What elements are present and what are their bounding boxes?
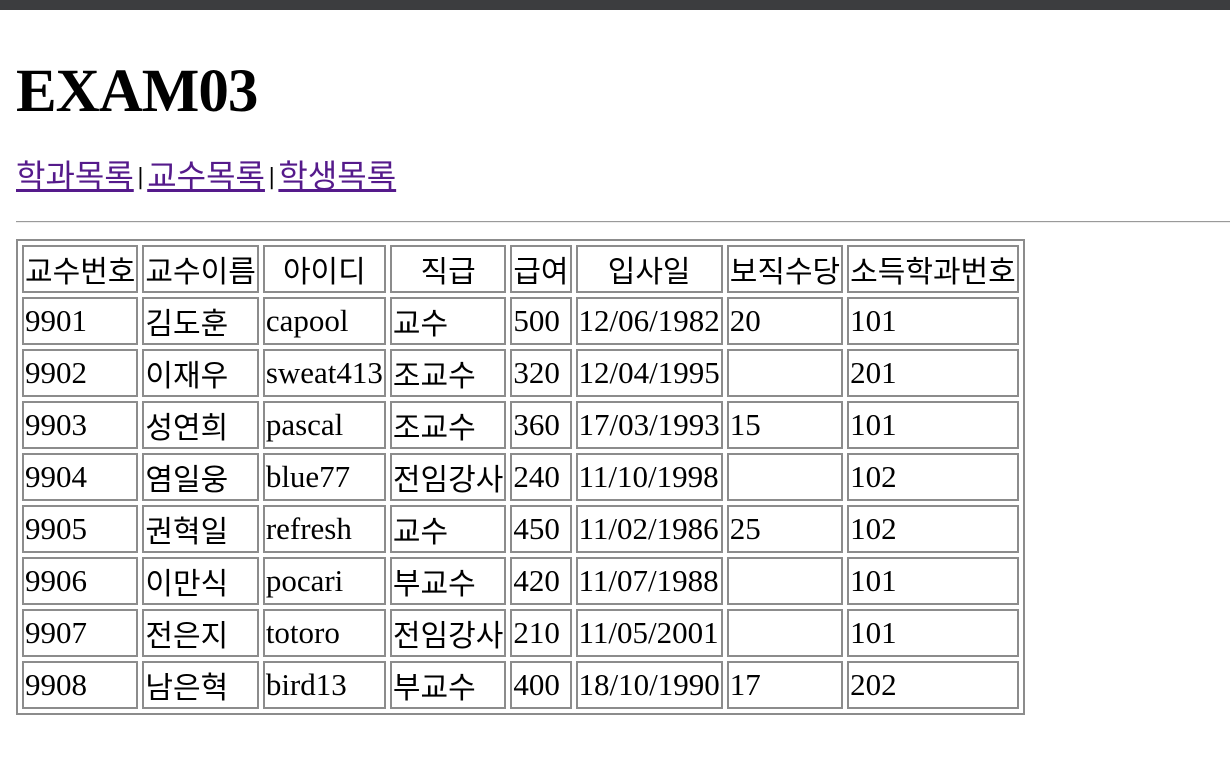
cell-prof-name: 염일웅 xyxy=(142,453,259,501)
col-header-prof-name: 교수이름 xyxy=(142,245,259,293)
cell-hire-date: 17/03/1993 xyxy=(575,401,723,449)
table-row: 9906 이만식 pocari 부교수 420 11/07/1988 101 xyxy=(22,557,1019,605)
table-row: 9908 남은혁 bird13 부교수 400 18/10/1990 17 202 xyxy=(22,661,1019,709)
cell-dept-no: 101 xyxy=(847,297,1019,345)
cell-position: 조교수 xyxy=(389,401,507,449)
col-header-user-id: 아이디 xyxy=(262,245,386,293)
cell-position: 교수 xyxy=(389,297,507,345)
cell-salary: 210 xyxy=(510,609,572,657)
cell-allowance xyxy=(726,557,844,605)
cell-prof-no: 9904 xyxy=(22,453,139,501)
page-title: EXAM03 xyxy=(16,58,258,125)
cell-allowance: 17 xyxy=(726,661,844,709)
cell-salary: 240 xyxy=(510,453,572,501)
cell-allowance xyxy=(726,349,844,397)
nav-link-professors[interactable]: 교수목록 xyxy=(147,157,265,195)
cell-position: 교수 xyxy=(389,505,507,553)
cell-dept-no: 202 xyxy=(847,661,1019,709)
cell-prof-no: 9906 xyxy=(22,557,139,605)
cell-position: 부교수 xyxy=(389,557,507,605)
cell-dept-no: 101 xyxy=(847,557,1019,605)
cell-dept-no: 101 xyxy=(847,609,1019,657)
cell-user-id: blue77 xyxy=(262,453,386,501)
cell-prof-name: 전은지 xyxy=(142,609,259,657)
cell-prof-no: 9901 xyxy=(22,297,139,345)
cell-hire-date: 11/02/1986 xyxy=(575,505,723,553)
cell-position: 조교수 xyxy=(389,349,507,397)
col-header-hire-date: 입사일 xyxy=(575,245,723,293)
cell-prof-name: 남은혁 xyxy=(142,661,259,709)
cell-hire-date: 11/07/1988 xyxy=(575,557,723,605)
nav-links: 학과목록 |교수목록 |학생목록 xyxy=(16,156,1230,201)
cell-salary: 400 xyxy=(510,661,572,709)
table-row: 9902 이재우 sweat413 조교수 320 12/04/1995 201 xyxy=(22,349,1019,397)
cell-prof-name: 이만식 xyxy=(142,557,259,605)
col-header-position: 직급 xyxy=(389,245,507,293)
col-header-salary: 급여 xyxy=(510,245,572,293)
table-row: 9901 김도훈 capool 교수 500 12/06/1982 20 101 xyxy=(22,297,1019,345)
cell-prof-no: 9907 xyxy=(22,609,139,657)
cell-allowance xyxy=(726,609,844,657)
cell-dept-no: 102 xyxy=(847,505,1019,553)
nav-separator: | xyxy=(267,165,276,190)
col-header-dept-no: 소득학과번호 xyxy=(847,245,1019,293)
cell-prof-name: 권혁일 xyxy=(142,505,259,553)
cell-dept-no: 101 xyxy=(847,401,1019,449)
cell-prof-name: 김도훈 xyxy=(142,297,259,345)
cell-position: 부교수 xyxy=(389,661,507,709)
cell-allowance xyxy=(726,453,844,501)
cell-salary: 420 xyxy=(510,557,572,605)
cell-prof-name: 성연희 xyxy=(142,401,259,449)
cell-prof-no: 9905 xyxy=(22,505,139,553)
cell-hire-date: 12/06/1982 xyxy=(575,297,723,345)
table-row: 9907 전은지 totoro 전임강사 210 11/05/2001 101 xyxy=(22,609,1019,657)
nav-link-departments[interactable]: 학과목록 xyxy=(16,157,134,195)
col-header-prof-no: 교수번호 xyxy=(22,245,139,293)
cell-user-id: bird13 xyxy=(262,661,386,709)
nav-separator: | xyxy=(136,165,145,190)
cell-position: 전임강사 xyxy=(389,609,507,657)
browser-top-bar xyxy=(0,0,1230,10)
nav-link-students[interactable]: 학생목록 xyxy=(278,157,397,195)
cell-hire-date: 11/05/2001 xyxy=(575,609,723,657)
cell-user-id: pocari xyxy=(262,557,386,605)
table-row: 9903 성연희 pascal 조교수 360 17/03/1993 15 101 xyxy=(22,401,1019,449)
cell-hire-date: 18/10/1990 xyxy=(575,661,723,709)
divider xyxy=(16,221,1230,223)
cell-salary: 500 xyxy=(510,297,572,345)
cell-allowance: 20 xyxy=(726,297,844,345)
cell-allowance: 15 xyxy=(726,401,844,449)
cell-prof-name: 이재우 xyxy=(142,349,259,397)
cell-dept-no: 102 xyxy=(847,453,1019,501)
page-content: EXAM03 학과목록 |교수목록 |학생목록 교수번호 교수이름 아이디 직급 급… xyxy=(0,56,1230,715)
professor-table: 교수번호 교수이름 아이디 직급 급여 입사일 보직수당 소득학과번호 9901… xyxy=(16,239,1025,715)
table-row: 9905 권혁일 refresh 교수 450 11/02/1986 25 102 xyxy=(22,505,1019,553)
cell-hire-date: 12/04/1995 xyxy=(575,349,723,397)
cell-user-id: pascal xyxy=(262,401,386,449)
cell-allowance: 25 xyxy=(726,505,844,553)
cell-salary: 320 xyxy=(510,349,572,397)
cell-salary: 450 xyxy=(510,505,572,553)
table-header-row: 교수번호 교수이름 아이디 직급 급여 입사일 보직수당 소득학과번호 xyxy=(22,245,1019,293)
cell-user-id: capool xyxy=(262,297,386,345)
cell-hire-date: 11/10/1998 xyxy=(575,453,723,501)
table-body: 9901 김도훈 capool 교수 500 12/06/1982 20 101 9902 이재우… xyxy=(22,297,1019,709)
cell-prof-no: 9908 xyxy=(22,661,139,709)
col-header-allowance: 보직수당 xyxy=(726,245,844,293)
table-row: 9904 염일웅 blue77 전임강사 240 11/10/1998 102 xyxy=(22,453,1019,501)
cell-salary: 360 xyxy=(510,401,572,449)
cell-user-id: refresh xyxy=(262,505,386,553)
cell-prof-no: 9902 xyxy=(22,349,139,397)
cell-user-id: totoro xyxy=(262,609,386,657)
cell-position: 전임강사 xyxy=(389,453,507,501)
cell-user-id: sweat413 xyxy=(262,349,386,397)
cell-prof-no: 9903 xyxy=(22,401,139,449)
cell-dept-no: 201 xyxy=(847,349,1019,397)
